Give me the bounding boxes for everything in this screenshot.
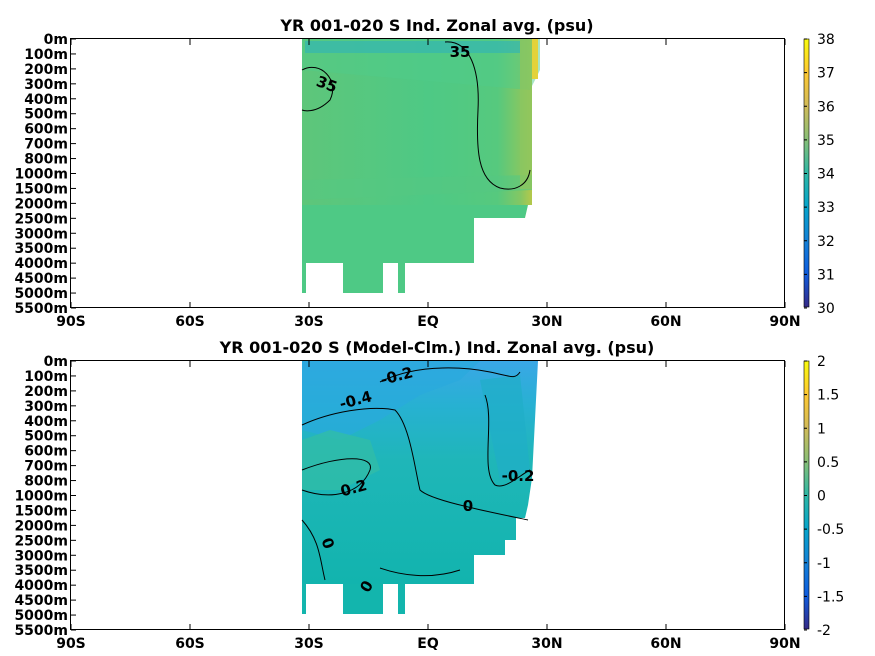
y-tick-label: 4000m: [14, 578, 68, 594]
top-salinity-field: [301, 39, 540, 293]
y-tick-label: 300m: [24, 77, 68, 93]
colorbar-tick-label: 31: [817, 267, 835, 283]
x-tick-label: EQ: [417, 314, 439, 330]
y-tick-label: 1500m: [14, 181, 68, 197]
y-tick-label: 300m: [24, 399, 68, 415]
contour-label: 0: [463, 497, 473, 515]
x-tick-label: 60S: [175, 636, 205, 652]
bottom-panel: YR 001-020 S (Model-Clm.) Ind. Zonal avg…: [14, 338, 844, 652]
contour-label: -0.2: [502, 467, 535, 485]
y-tick-label: 1000m: [14, 167, 68, 183]
y-tick-label: 3500m: [14, 241, 68, 257]
top-colorbar-ticks: 30 31 32 33 34 35 36 37 38: [804, 32, 835, 317]
colorbar-tick-label: -0.5: [817, 522, 844, 538]
bottom-chart-title: YR 001-020 S (Model-Clm.) Ind. Zonal avg…: [219, 338, 655, 357]
y-tick-label: 2000m: [14, 196, 68, 212]
top-chart-title: YR 001-020 S Ind. Zonal avg. (psu): [279, 16, 593, 35]
x-tick-label: EQ: [417, 636, 439, 652]
contour-label: 35: [450, 43, 471, 61]
y-tick-label: 400m: [24, 414, 68, 430]
colorbar-tick-label: 2: [817, 354, 826, 370]
colorbar-tick-label: -2: [817, 623, 831, 639]
y-tick-label: 3000m: [14, 226, 68, 242]
y-tick-label: 800m: [24, 152, 68, 168]
x-tick-label: 30S: [294, 314, 324, 330]
colorbar-tick-label: -1.5: [817, 589, 844, 605]
bottom-colorbar-ticks: -2 -1.5 -1 -0.5 0 0.5 1 1.5 2: [804, 354, 844, 639]
y-tick-label: 800m: [24, 474, 68, 490]
y-tick-label: 1000m: [14, 489, 68, 505]
colorbar-tick-label: 0: [817, 489, 826, 505]
colorbar-tick-label: -1: [817, 556, 831, 572]
y-tick-label: 600m: [24, 444, 68, 460]
y-tick-label: 5000m: [14, 286, 68, 302]
y-tick-label: 2000m: [14, 518, 68, 534]
bottom-x-ticks: 90S 60S 30S EQ 30N 60N 90N: [56, 361, 801, 652]
colorbar-tick-label: 1.5: [817, 388, 839, 404]
y-tick-label: 100m: [24, 47, 68, 63]
y-tick-label: 700m: [24, 459, 68, 475]
top-x-ticks: 90S 60S 30S EQ 30N 60N 90N: [56, 39, 801, 330]
colorbar-tick-label: 0.5: [817, 455, 839, 471]
y-tick-label: 4500m: [14, 593, 68, 609]
y-tick-label: 4500m: [14, 271, 68, 287]
x-tick-label: 30N: [531, 636, 562, 652]
colorbar-tick-label: 37: [817, 66, 835, 82]
bottom-y-ticks: 0m100m200m300m400m500m600m700m800m1000m1…: [14, 354, 76, 639]
x-tick-label: 60S: [175, 314, 205, 330]
y-tick-label: 5500m: [14, 301, 68, 317]
y-tick-label: 4000m: [14, 256, 68, 272]
y-tick-label: 700m: [24, 137, 68, 153]
y-tick-label: 400m: [24, 92, 68, 108]
top-y-ticks: 0m100m200m300m400m500m600m700m800m1000m1…: [14, 32, 76, 317]
colorbar-tick-label: 38: [817, 32, 835, 48]
y-tick-label: 100m: [24, 369, 68, 385]
y-tick-label: 200m: [24, 384, 68, 400]
x-tick-label: 90S: [56, 314, 86, 330]
x-tick-label: 90N: [769, 636, 800, 652]
colorbar-tick-label: 32: [817, 234, 835, 250]
y-tick-label: 500m: [24, 107, 68, 123]
x-tick-label: 30N: [531, 314, 562, 330]
x-tick-label: 60N: [650, 636, 681, 652]
colorbar-tick-label: 36: [817, 99, 835, 115]
colorbar-tick-label: 35: [817, 133, 835, 149]
top-panel: YR 001-020 S Ind. Zonal avg. (psu) 90S 60…: [14, 16, 834, 330]
y-tick-label: 2500m: [14, 533, 68, 549]
y-tick-label: 3000m: [14, 548, 68, 564]
colorbar-tick-label: 34: [817, 167, 835, 183]
y-tick-label: 5500m: [14, 623, 68, 639]
y-tick-label: 500m: [24, 429, 68, 445]
y-tick-label: 3500m: [14, 563, 68, 579]
colorbar-tick-label: 30: [817, 301, 835, 317]
bottom-anomaly-field: [301, 361, 538, 614]
colorbar-tick-label: 1: [817, 421, 826, 437]
x-tick-label: 30S: [294, 636, 324, 652]
colorbar-tick-label: 33: [817, 200, 835, 216]
x-tick-label: 60N: [650, 314, 681, 330]
y-tick-label: 200m: [24, 62, 68, 78]
y-tick-label: 600m: [24, 122, 68, 138]
x-tick-label: 90S: [56, 636, 86, 652]
y-tick-label: 1500m: [14, 503, 68, 519]
y-tick-label: 5000m: [14, 608, 68, 624]
x-tick-label: 90N: [769, 314, 800, 330]
y-tick-label: 0m: [44, 354, 68, 370]
y-tick-label: 0m: [44, 32, 68, 48]
y-tick-label: 2500m: [14, 211, 68, 227]
